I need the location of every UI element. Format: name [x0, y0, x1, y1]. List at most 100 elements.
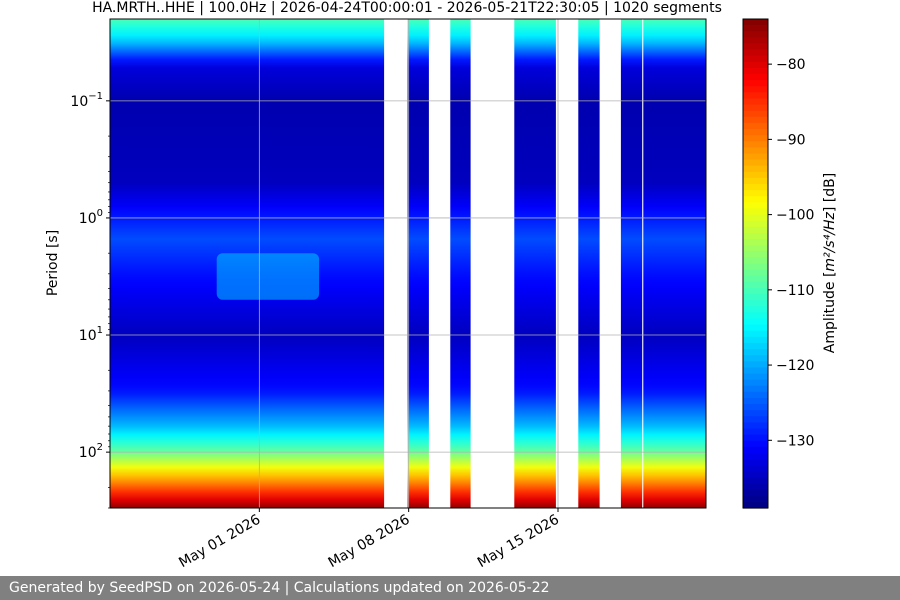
colorbar-label-prefix: Amplitude [	[822, 272, 838, 354]
colorbar-band	[743, 110, 768, 118]
x-tick-label-1: May 01 2026	[176, 512, 263, 572]
colorbar-band	[743, 184, 768, 191]
colorbar-band	[743, 367, 768, 375]
colorbar-band	[743, 135, 768, 142]
colorbar-band	[743, 434, 768, 442]
colorbar-label: Amplitude [m²/s⁴/Hz] [dB]	[822, 173, 838, 353]
colorbar-band	[743, 147, 768, 155]
colorbar-label-suffix: ] [dB]	[822, 173, 838, 212]
colorbar-band	[743, 214, 768, 222]
colorbar-band	[743, 269, 768, 277]
y-axis-label: Period [s]	[45, 230, 61, 296]
colorbar-band	[743, 141, 768, 148]
colorbar-band	[743, 379, 768, 387]
colorbar-band	[743, 355, 768, 362]
colorbar-band	[743, 37, 768, 45]
colorbar-band	[743, 416, 768, 424]
colorbar-band	[743, 80, 768, 87]
colorbar-band	[743, 336, 768, 344]
plot-gridlines	[110, 19, 706, 508]
colorbar-band	[743, 477, 768, 485]
colorbar-band	[743, 397, 768, 405]
y-tick-base: 10	[79, 328, 97, 344]
y-tick-exponent: 2	[97, 442, 103, 453]
colorbar-band	[743, 92, 768, 100]
y-tick-base: 10	[79, 445, 97, 461]
colorbar-tick-label-3: −100	[776, 208, 814, 224]
colorbar-band	[743, 43, 768, 51]
y-tick-base: 10	[79, 211, 97, 227]
colorbar-band	[743, 202, 768, 210]
colorbar-band	[743, 55, 768, 63]
colorbar-band	[743, 104, 768, 112]
colorbar-tick-label-2: −90	[776, 132, 806, 148]
colorbar-band	[743, 306, 768, 313]
colorbar-band	[743, 440, 768, 448]
spectrogram-heatmap	[110, 19, 706, 508]
y-tick-base: 10	[70, 94, 88, 110]
x-tick-label-2: May 08 2026	[326, 512, 413, 572]
colorbar-band	[743, 165, 768, 173]
colorbar-band	[743, 49, 768, 57]
colorbar-band	[743, 428, 768, 436]
colorbar-band	[743, 373, 768, 381]
colorbar-band	[743, 226, 768, 234]
colorbar-band	[743, 281, 768, 289]
colorbar-band	[743, 116, 768, 124]
colorbar-band	[743, 25, 768, 32]
colorbar-band	[743, 220, 768, 228]
colorbar-band	[743, 465, 768, 472]
colorbar-band	[743, 208, 768, 216]
colorbar-band	[743, 171, 768, 179]
colorbar-band	[743, 446, 768, 454]
colorbar-band	[743, 495, 768, 503]
colorbar-band	[743, 98, 768, 106]
data-segment-5	[578, 19, 600, 508]
plot-frame	[109, 18, 707, 509]
colorbar-band	[743, 324, 768, 332]
colorbar-tick-label-5: −120	[776, 358, 814, 374]
colorbar-band	[743, 312, 768, 320]
colorbar-band	[743, 349, 768, 356]
colorbar-band	[743, 452, 768, 460]
colorbar-tick-label-6: −130	[776, 433, 814, 449]
colorbar-gradient	[743, 19, 768, 509]
y-tick-label-4: 102	[79, 442, 103, 461]
y-tick-exponent: 1	[97, 325, 103, 336]
colorbar-frame	[742, 18, 769, 509]
colorbar-band	[743, 190, 768, 197]
colorbar-band	[743, 318, 768, 326]
colorbar-band	[743, 129, 768, 136]
data-segment-2	[407, 19, 429, 508]
colorbar-band	[743, 122, 768, 130]
colorbar-band	[743, 391, 768, 399]
colorbar-band	[743, 483, 768, 491]
y-tick-exponent: −1	[88, 91, 103, 102]
colorbar-band	[743, 385, 768, 393]
colorbar-band	[743, 67, 768, 75]
y-tick-label-2: 100	[79, 208, 103, 227]
colorbar-band	[743, 342, 768, 350]
colorbar-band	[743, 263, 768, 271]
colorbar-band	[743, 19, 768, 26]
colorbar-band	[743, 410, 768, 417]
colorbar-band	[743, 404, 768, 411]
colorbar-band	[743, 257, 768, 265]
y-tick-exponent: 0	[97, 208, 103, 219]
colorbar-band	[743, 459, 768, 466]
colorbar-band	[743, 287, 768, 295]
footer-bar: Generated by SeedPSD on 2026-05-24 | Cal…	[0, 576, 900, 600]
colorbar-tick-label-4: −110	[776, 283, 814, 299]
colorbar-band	[743, 251, 768, 258]
colorbar-band	[743, 275, 768, 283]
spectral-feature-1	[216, 253, 320, 300]
data-segment-7	[643, 19, 706, 508]
colorbar-band	[743, 61, 768, 69]
colorbar-band	[743, 31, 768, 38]
colorbar-band	[743, 489, 768, 497]
colorbar-band	[743, 501, 768, 509]
spectrogram-figure: HA.MRTH..HHE | 100.0Hz | 2026-04-24T00:0…	[45, 0, 838, 572]
data-segment-3	[450, 19, 471, 508]
colorbar-band	[743, 294, 768, 301]
